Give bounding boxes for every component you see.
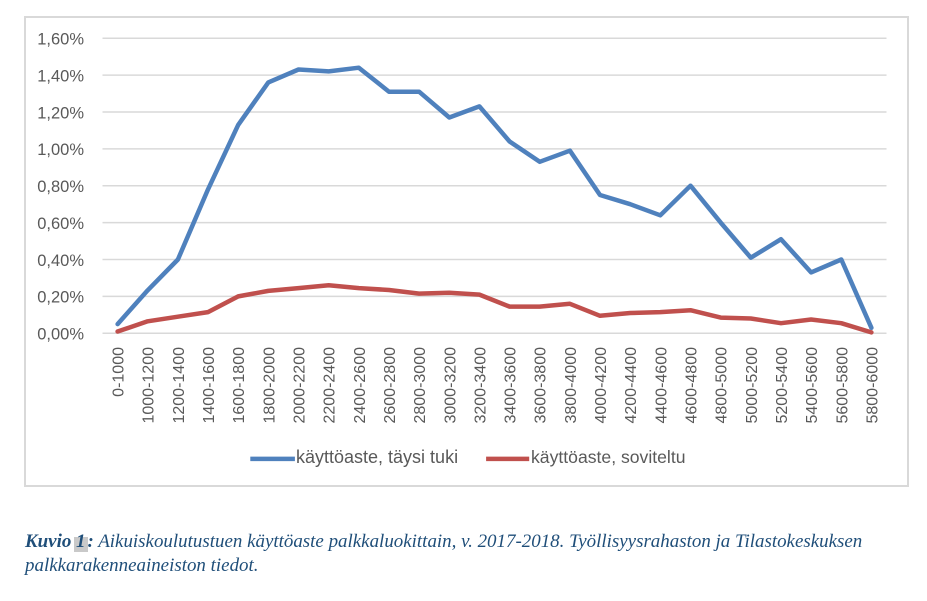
svg-text:1600-1800: 1600-1800 [231, 347, 248, 424]
svg-text:4200-4400: 4200-4400 [623, 347, 640, 424]
svg-text:2600-2800: 2600-2800 [382, 347, 399, 424]
svg-text:5000-5200: 5000-5200 [744, 347, 761, 424]
svg-text:0-1000: 0-1000 [111, 347, 128, 397]
svg-text:3800-4000: 3800-4000 [563, 347, 580, 424]
svg-text:1800-2000: 1800-2000 [261, 347, 278, 424]
svg-text:0,00%: 0,00% [37, 326, 84, 344]
svg-text:1400-1600: 1400-1600 [201, 347, 218, 424]
svg-text:3000-3200: 3000-3200 [442, 347, 459, 424]
svg-text:1,60%: 1,60% [37, 31, 84, 49]
svg-text:0,40%: 0,40% [37, 252, 84, 270]
svg-text:2000-2200: 2000-2200 [292, 347, 309, 424]
svg-text:1,40%: 1,40% [37, 67, 84, 85]
svg-text:0,20%: 0,20% [37, 289, 84, 307]
svg-text:4400-4600: 4400-4600 [653, 347, 670, 424]
svg-text:5600-5800: 5600-5800 [834, 347, 851, 424]
svg-text:1200-1400: 1200-1400 [171, 347, 188, 424]
svg-text:4600-4800: 4600-4800 [684, 347, 701, 424]
svg-text:5200-5400: 5200-5400 [774, 347, 791, 424]
svg-text:1000-1200: 1000-1200 [141, 347, 158, 424]
svg-text:0,80%: 0,80% [37, 178, 84, 196]
svg-text:3200-3400: 3200-3400 [472, 347, 489, 424]
svg-text:4000-4200: 4000-4200 [593, 347, 610, 424]
svg-text:käyttöaste, täysi tuki: käyttöaste, täysi tuki [296, 447, 458, 467]
svg-text:käyttöaste, soviteltu: käyttöaste, soviteltu [531, 447, 686, 467]
svg-text:2400-2600: 2400-2600 [352, 347, 369, 424]
svg-text:0,60%: 0,60% [37, 215, 84, 233]
svg-text:2800-3000: 2800-3000 [412, 347, 429, 424]
svg-text:5400-5600: 5400-5600 [804, 347, 821, 424]
svg-text:2200-2400: 2200-2400 [322, 347, 339, 424]
svg-text:4800-5000: 4800-5000 [714, 347, 731, 424]
svg-text:3600-3800: 3600-3800 [533, 347, 550, 424]
svg-text:1,20%: 1,20% [37, 104, 84, 122]
svg-text:3400-3600: 3400-3600 [503, 347, 520, 424]
svg-text:5800-6000: 5800-6000 [864, 347, 881, 424]
svg-text:1,00%: 1,00% [37, 141, 84, 159]
